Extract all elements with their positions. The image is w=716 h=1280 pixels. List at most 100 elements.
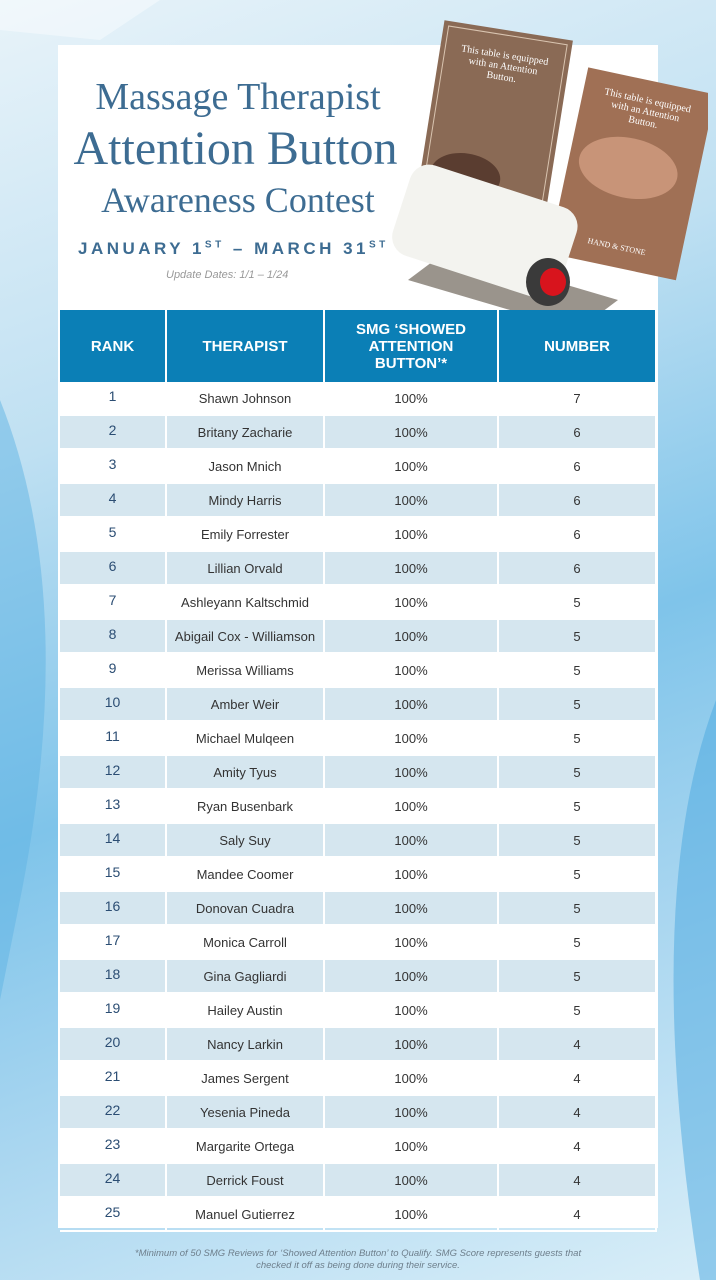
title-line: Attention Button	[73, 122, 398, 175]
score: 100%	[324, 1061, 499, 1096]
column-header: SMG ‘SHOWED ATTENTION BUTTON’*	[324, 310, 499, 382]
table-row: 6 Lillian Orvald 100% 6	[60, 551, 657, 586]
number: 6	[498, 551, 657, 586]
date-separator: –	[224, 239, 255, 258]
table-row: 9 Merissa Williams 100% 5	[60, 653, 657, 688]
table-row: 16 Donovan Cuadra 100% 5	[60, 891, 657, 926]
rank: 6	[60, 551, 167, 586]
rank: 21	[60, 1061, 167, 1096]
rank: 14	[60, 823, 167, 858]
date-end: MARCH 31	[254, 239, 370, 258]
rank: 13	[60, 789, 167, 824]
number: 4	[498, 1061, 657, 1096]
score: 100%	[324, 382, 499, 416]
score: 100%	[324, 585, 499, 620]
therapist: Donovan Cuadra	[166, 891, 325, 926]
attention-button-device	[392, 164, 618, 310]
therapist: Ryan Busenbark	[166, 789, 325, 824]
table-row: 14 Saly Suy 100% 5	[60, 823, 657, 858]
number: 7	[498, 382, 657, 416]
table-row: 4 Mindy Harris 100% 6	[60, 483, 657, 518]
therapist: Saly Suy	[166, 823, 325, 858]
therapist: Mandee Coomer	[166, 857, 325, 892]
number: 6	[498, 415, 657, 450]
table-row: 24 Derrick Foust 100% 4	[60, 1163, 657, 1198]
number: 6	[498, 517, 657, 552]
table-row: 20 Nancy Larkin 100% 4	[60, 1027, 657, 1062]
score: 100%	[324, 823, 499, 858]
score: 100%	[324, 1197, 499, 1232]
score: 100%	[324, 449, 499, 484]
rank: 20	[60, 1027, 167, 1062]
table-row: 5 Emily Forrester 100% 6	[60, 517, 657, 552]
number: 4	[498, 1129, 657, 1164]
therapist: Derrick Foust	[166, 1163, 325, 1198]
table-row: 15 Mandee Coomer 100% 5	[60, 857, 657, 892]
therapist: Michael Mulqeen	[166, 721, 325, 756]
therapist: Jason Mnich	[166, 449, 325, 484]
rank: 12	[60, 755, 167, 790]
number: 5	[498, 585, 657, 620]
header-row: RANK THERAPIST SMG ‘SHOWED ATTENTION BUTTO…	[60, 310, 657, 382]
therapist: Monica Carroll	[166, 925, 325, 960]
rank: 18	[60, 959, 167, 994]
number: 5	[498, 925, 657, 960]
number: 5	[498, 891, 657, 926]
therapist: Ashleyann Kaltschmid	[166, 585, 325, 620]
rank: 4	[60, 483, 167, 518]
date-suffix: ST	[369, 239, 389, 251]
rank: 1	[60, 382, 167, 416]
footnote-line: *Minimum of 50 SMG Reviews for ‘Showed A…	[134, 1248, 582, 1259]
rank: 8	[60, 619, 167, 654]
rank: 25	[60, 1197, 167, 1232]
title-line: Massage Therapist	[95, 76, 381, 118]
table-row: 12 Amity Tyus 100% 5	[60, 755, 657, 790]
therapist: Merissa Williams	[166, 653, 325, 688]
date-suffix: ST	[204, 239, 225, 251]
score: 100%	[324, 653, 499, 688]
score: 100%	[324, 483, 499, 518]
rank: 16	[60, 891, 167, 926]
therapist: Hailey Austin	[166, 993, 325, 1028]
rank: 5	[60, 517, 167, 552]
rank: 2	[60, 415, 167, 450]
number: 5	[498, 959, 657, 994]
date-start: JANUARY 1	[78, 239, 205, 258]
score: 100%	[324, 925, 499, 960]
score: 100%	[324, 517, 499, 552]
column-header: NUMBER	[498, 310, 657, 382]
table-row: 19 Hailey Austin 100% 5	[60, 993, 657, 1028]
rank: 15	[60, 857, 167, 892]
table-row: 13 Ryan Busenbark 100% 5	[60, 789, 657, 824]
score: 100%	[324, 1027, 499, 1062]
number: 5	[498, 619, 657, 654]
number: 5	[498, 789, 657, 824]
update-dates: Update Dates: 1/1 – 1/24	[166, 269, 289, 281]
therapist: Margarite Ortega	[166, 1129, 325, 1164]
footnote: *Minimum of 50 SMG Reviews for ‘Showed A…	[0, 1248, 716, 1272]
content-panel: Massage Therapist Attention Button Aware…	[58, 20, 708, 1232]
therapist: Britany Zacharie	[166, 415, 325, 450]
table-row: 17 Monica Carroll 100% 5	[60, 925, 657, 960]
therapist: Mindy Harris	[166, 483, 325, 518]
score: 100%	[324, 721, 499, 756]
contest-dates: JANUARY 1ST – MARCH 31ST	[78, 239, 389, 259]
therapist: Amber Weir	[166, 687, 325, 722]
rank: 22	[60, 1095, 167, 1130]
score: 100%	[324, 993, 499, 1028]
rank: 10	[60, 687, 167, 722]
score: 100%	[324, 789, 499, 824]
table-row: 22 Yesenia Pineda 100% 4	[60, 1095, 657, 1130]
therapist: James Sergent	[166, 1061, 325, 1096]
number: 6	[498, 483, 657, 518]
therapist: Emily Forrester	[166, 517, 325, 552]
table-row: 10 Amber Weir 100% 5	[60, 687, 657, 722]
score: 100%	[324, 857, 499, 892]
card: This table is equipped with an Attention…	[548, 67, 708, 281]
score: 100%	[324, 1095, 499, 1130]
rank: 19	[60, 993, 167, 1028]
table-row: 7 Ashleyann Kaltschmid 100% 5	[60, 585, 657, 620]
number: 5	[498, 687, 657, 722]
score: 100%	[324, 891, 499, 926]
title-line: Awareness Contest	[101, 180, 375, 220]
